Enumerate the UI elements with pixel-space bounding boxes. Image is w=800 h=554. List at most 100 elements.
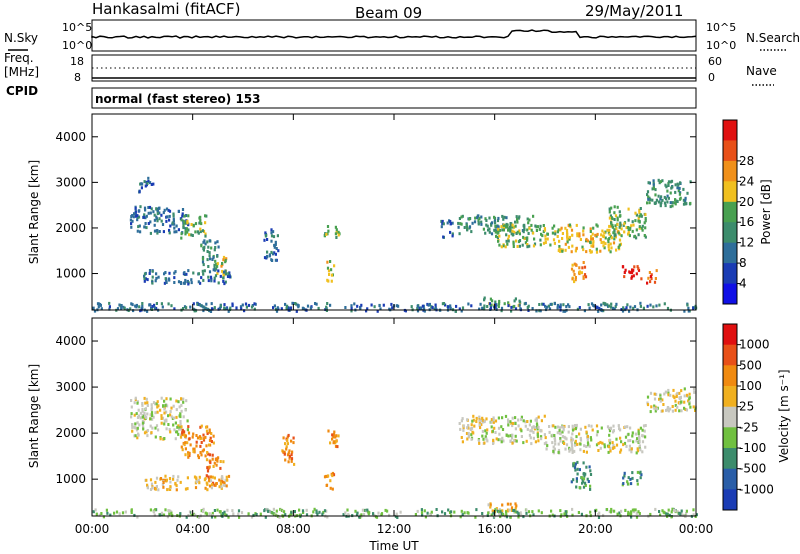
velocity-cell bbox=[287, 433, 290, 437]
velocity-cell bbox=[487, 503, 490, 507]
velocity-cell bbox=[574, 441, 577, 445]
power-cell bbox=[513, 230, 516, 234]
power-cell bbox=[661, 179, 664, 183]
velocity-cell bbox=[514, 416, 517, 420]
power-cell bbox=[235, 306, 238, 310]
power-cell bbox=[595, 306, 598, 309]
power-cell bbox=[149, 211, 152, 215]
velocity-cell bbox=[290, 453, 293, 457]
power-cell bbox=[569, 225, 572, 229]
power-cell bbox=[198, 221, 201, 225]
velocity-cell bbox=[622, 443, 625, 447]
power-cell bbox=[504, 224, 507, 228]
power-cell bbox=[544, 237, 547, 241]
power-cell bbox=[149, 231, 152, 235]
velocity-cell bbox=[141, 409, 144, 413]
power-cell bbox=[173, 222, 176, 226]
power-panel-frame bbox=[91, 113, 697, 311]
velocity-cell bbox=[509, 439, 512, 443]
power-cell bbox=[650, 273, 653, 277]
velocity-cell bbox=[514, 510, 517, 514]
power-cell bbox=[678, 186, 681, 190]
power-cell bbox=[635, 272, 638, 276]
velocity-cell bbox=[662, 403, 665, 406]
velocity-cell bbox=[501, 436, 504, 440]
power-cell bbox=[441, 219, 444, 223]
power-cell bbox=[507, 239, 510, 243]
velocity-cell bbox=[184, 487, 188, 491]
velocity-cell bbox=[158, 513, 161, 517]
power-cell bbox=[143, 274, 146, 278]
velocity-cell bbox=[683, 406, 686, 410]
power-cell bbox=[512, 225, 516, 229]
velocity-cell bbox=[484, 429, 487, 433]
velocity-cell bbox=[156, 405, 159, 409]
velocity-cell bbox=[663, 511, 666, 515]
velocity-cell bbox=[609, 427, 613, 431]
velocity-cell bbox=[603, 443, 606, 447]
velocity-cell bbox=[216, 508, 219, 512]
velocity-cell bbox=[150, 431, 153, 435]
velocity-cell bbox=[582, 472, 585, 476]
velocity-colorbar-label: -1000 bbox=[739, 482, 774, 496]
velocity-colorbar-swatch bbox=[723, 365, 737, 387]
power-cell bbox=[566, 240, 569, 244]
velocity-cell bbox=[525, 511, 528, 515]
velocity-cell bbox=[150, 406, 153, 410]
velocity-cell bbox=[141, 402, 144, 405]
velocity-cell bbox=[516, 510, 519, 514]
power-cell bbox=[334, 225, 337, 229]
power-cell bbox=[607, 245, 610, 249]
power-cell bbox=[666, 189, 669, 193]
power-cell bbox=[573, 273, 576, 276]
power-cell bbox=[216, 262, 219, 266]
velocity-cell bbox=[133, 401, 136, 405]
power-cell bbox=[428, 302, 431, 306]
velocity-cell bbox=[178, 414, 181, 418]
power-cell bbox=[519, 307, 522, 311]
velocity-cell bbox=[513, 439, 516, 443]
velocity-cell bbox=[537, 439, 540, 443]
velocity-cell bbox=[571, 432, 574, 436]
velocity-cell bbox=[133, 413, 136, 417]
power-cell bbox=[327, 229, 330, 233]
velocity-cell bbox=[163, 422, 166, 426]
velocity-cell bbox=[461, 417, 464, 421]
power-cell bbox=[512, 233, 515, 237]
velocity-cell bbox=[636, 482, 639, 486]
velocity-cell bbox=[323, 475, 327, 479]
velocity-cell bbox=[551, 513, 554, 517]
velocity-cell bbox=[184, 447, 187, 451]
power-cell bbox=[185, 306, 188, 310]
power-cell bbox=[314, 302, 317, 305]
velocity-cell bbox=[642, 434, 645, 438]
power-cell bbox=[391, 306, 394, 310]
power-cell bbox=[315, 302, 318, 306]
velocity-cell bbox=[479, 426, 482, 430]
power-cell bbox=[663, 195, 666, 199]
power-cell bbox=[682, 187, 685, 191]
velocity-cell bbox=[225, 484, 228, 488]
velocity-cell bbox=[466, 437, 469, 441]
power-cell bbox=[167, 277, 171, 281]
power-cell bbox=[676, 200, 679, 203]
power-cell bbox=[574, 249, 577, 253]
velocity-cell bbox=[475, 508, 478, 512]
velocity-cell bbox=[589, 487, 592, 491]
velocity-cell bbox=[169, 430, 172, 434]
power-cell bbox=[211, 258, 214, 261]
velocity-cell bbox=[605, 508, 609, 511]
velocity-cell bbox=[692, 513, 695, 517]
power-cell bbox=[192, 271, 195, 275]
power-cell bbox=[182, 281, 185, 285]
power-cell bbox=[610, 305, 613, 309]
power-cell bbox=[655, 304, 658, 308]
velocity-cell bbox=[528, 423, 531, 427]
power-cell bbox=[471, 221, 474, 225]
velocity-cell bbox=[678, 409, 681, 413]
velocity-cell bbox=[676, 510, 679, 514]
power-cell bbox=[502, 228, 505, 232]
velocity-cell bbox=[661, 509, 664, 513]
velocity-cell bbox=[136, 515, 139, 519]
velocity-cell bbox=[141, 419, 144, 423]
